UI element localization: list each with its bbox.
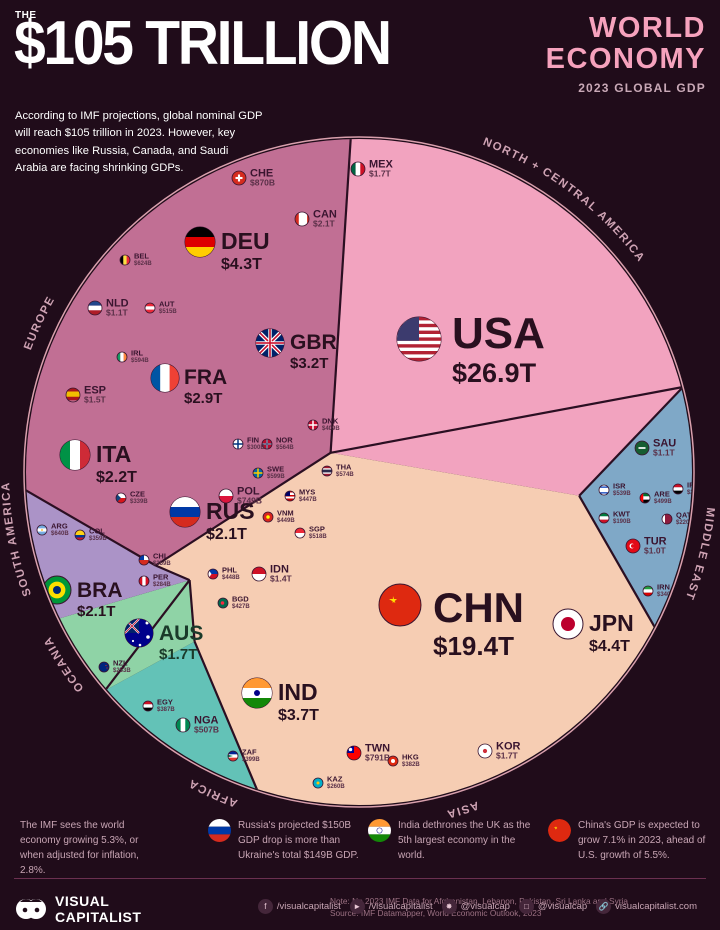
svg-text:$1.7T: $1.7T (369, 169, 392, 179)
svg-text:$2.1T: $2.1T (77, 603, 115, 620)
svg-text:$253B: $253B (113, 668, 131, 674)
svg-text:THA: THA (336, 463, 352, 472)
svg-text:AUS: AUS (159, 622, 203, 645)
svg-text:$2.1T: $2.1T (206, 526, 247, 543)
svg-text:$594B: $594B (131, 358, 149, 364)
svg-text:$1.0T: $1.0T (644, 546, 667, 556)
svg-text:$339B: $339B (130, 499, 148, 505)
svg-text:NZL: NZL (113, 659, 128, 668)
svg-text:QAT: QAT (676, 511, 692, 520)
svg-text:$448B: $448B (222, 575, 240, 581)
svg-text:CZE: CZE (130, 490, 145, 499)
svg-text:$382B: $382B (402, 762, 420, 768)
svg-text:ARE: ARE (654, 490, 670, 499)
svg-text:BRA: BRA (77, 579, 123, 602)
svg-text:PER: PER (153, 573, 169, 582)
svg-text:ZAF: ZAF (242, 748, 257, 757)
svg-text:$640B: $640B (51, 531, 69, 537)
svg-text:$340B: $340B (657, 592, 675, 598)
svg-text:$574B: $574B (336, 472, 354, 478)
svg-text:GBR: GBR (290, 331, 337, 354)
svg-text:$4.4T: $4.4T (589, 638, 630, 655)
svg-text:$399B: $399B (242, 757, 260, 763)
svg-text:$624B: $624B (134, 261, 152, 267)
svg-text:$791B: $791B (365, 753, 390, 763)
svg-text:VNM: VNM (277, 509, 294, 518)
svg-text:$359B: $359B (89, 536, 107, 542)
svg-text:EGY: EGY (157, 698, 173, 707)
svg-text:MYS: MYS (299, 488, 315, 497)
svg-text:BEL: BEL (134, 252, 149, 261)
svg-text:ARG: ARG (51, 522, 68, 531)
svg-text:$518B: $518B (309, 534, 327, 540)
svg-text:SWE: SWE (267, 465, 284, 474)
svg-text:CHN: CHN (433, 584, 524, 631)
svg-text:NOR: NOR (276, 436, 293, 445)
svg-text:CHL: CHL (153, 552, 169, 561)
svg-text:KAZ: KAZ (327, 775, 343, 784)
svg-text:ASIA: ASIA (444, 799, 480, 820)
svg-text:USA: USA (452, 309, 545, 358)
svg-text:$220B: $220B (676, 520, 694, 526)
svg-text:$499B: $499B (654, 499, 672, 505)
svg-text:$564B: $564B (276, 445, 294, 451)
svg-text:DNK: DNK (322, 417, 339, 426)
svg-text:$1.7T: $1.7T (496, 751, 519, 761)
svg-text:$387B: $387B (157, 707, 175, 713)
svg-text:$3.2T: $3.2T (290, 355, 328, 372)
svg-text:KWT: KWT (613, 510, 630, 519)
svg-text:$1.5T: $1.5T (84, 395, 107, 405)
svg-text:IRL: IRL (131, 349, 144, 358)
svg-text:$507B: $507B (194, 725, 219, 735)
svg-text:$3.7T: $3.7T (278, 707, 319, 724)
svg-text:DEU: DEU (221, 228, 270, 254)
svg-text:$427B: $427B (232, 604, 250, 610)
svg-text:$599B: $599B (267, 474, 285, 480)
svg-text:$26.9T: $26.9T (452, 358, 537, 388)
svg-text:$1.1T: $1.1T (106, 308, 129, 318)
svg-text:SGP: SGP (309, 525, 325, 534)
svg-text:$284B: $284B (153, 582, 171, 588)
svg-text:JPN: JPN (589, 610, 634, 636)
svg-text:$260B: $260B (327, 784, 345, 790)
svg-text:$2.2T: $2.2T (96, 469, 137, 486)
svg-text:COL: COL (89, 527, 105, 536)
svg-text:AUT: AUT (159, 300, 175, 309)
svg-text:$1.1T: $1.1T (653, 448, 676, 458)
svg-text:$190B: $190B (613, 519, 631, 525)
svg-text:$300B: $300B (247, 445, 265, 451)
svg-text:$515B: $515B (159, 309, 177, 315)
svg-text:$539B: $539B (613, 491, 631, 497)
svg-text:BGD: BGD (232, 595, 249, 604)
svg-text:$870B: $870B (250, 178, 275, 188)
svg-text:PHL: PHL (222, 566, 237, 575)
svg-text:ISR: ISR (613, 482, 626, 491)
svg-text:IRN: IRN (657, 583, 670, 592)
svg-text:$449B: $449B (277, 518, 295, 524)
svg-text:$409B: $409B (322, 426, 340, 432)
svg-text:IND: IND (278, 679, 318, 705)
svg-text:$359B: $359B (153, 561, 171, 567)
svg-text:ITA: ITA (96, 441, 131, 467)
svg-text:$19.4T: $19.4T (433, 631, 514, 661)
svg-text:$4.3T: $4.3T (221, 256, 262, 273)
svg-text:$2.1T: $2.1T (313, 219, 336, 229)
svg-text:$1.7T: $1.7T (159, 646, 197, 663)
svg-text:$749B: $749B (237, 496, 262, 506)
svg-text:$2.9T: $2.9T (184, 390, 222, 407)
svg-text:$1.4T: $1.4T (270, 574, 293, 584)
svg-text:$447B: $447B (299, 497, 317, 503)
svg-text:$296B: $296B (687, 490, 705, 496)
svg-text:FRA: FRA (184, 366, 227, 389)
svg-text:HKG: HKG (402, 753, 419, 762)
svg-text:FIN: FIN (247, 436, 259, 445)
